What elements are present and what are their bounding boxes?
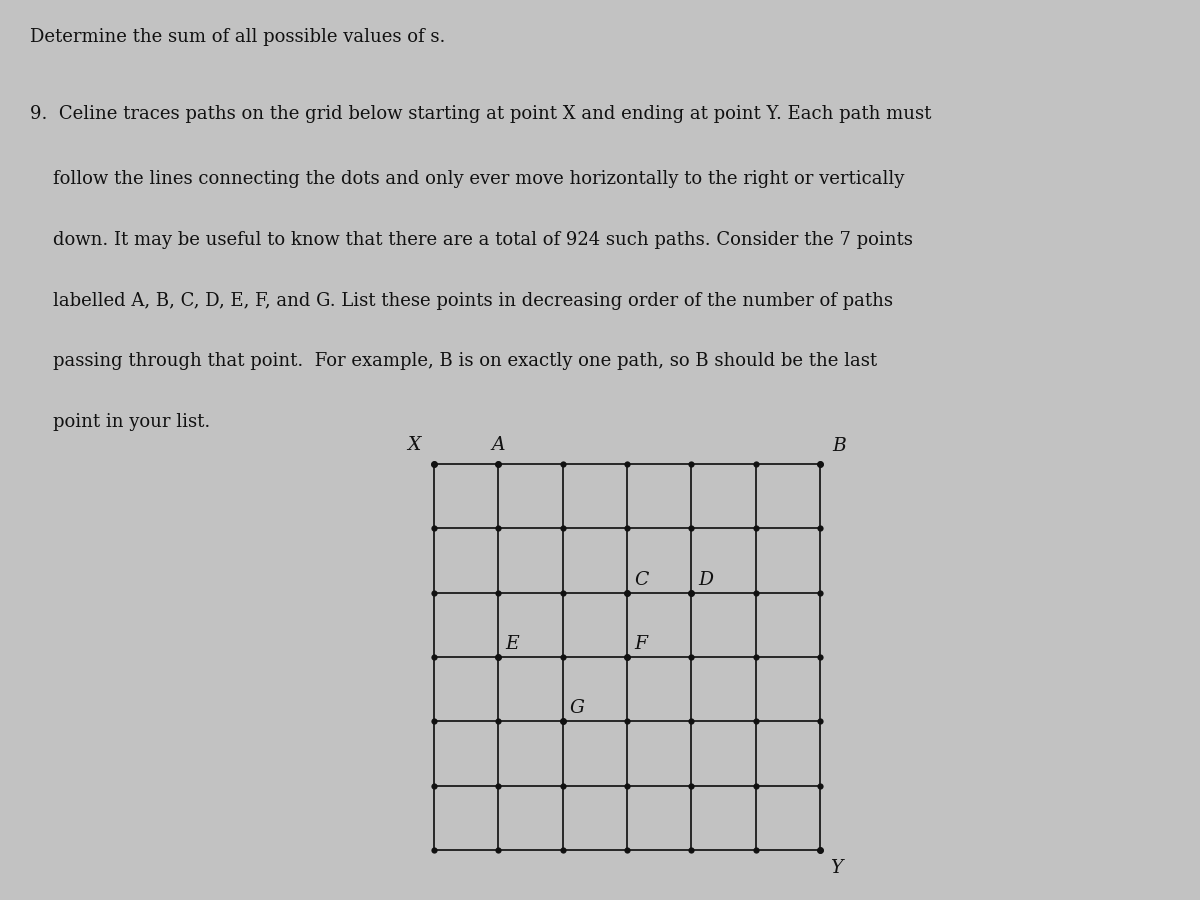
Text: 9.  Celine traces paths on the grid below starting at point X and ending at poin: 9. Celine traces paths on the grid below…	[30, 105, 931, 123]
Text: B: B	[833, 437, 846, 455]
Text: C: C	[634, 571, 648, 589]
Text: passing through that point.  For example, B is on exactly one path, so B should : passing through that point. For example,…	[30, 352, 877, 370]
Text: follow the lines connecting the dots and only ever move horizontally to the righ: follow the lines connecting the dots and…	[30, 170, 905, 188]
Text: D: D	[698, 571, 713, 589]
Text: E: E	[505, 635, 520, 653]
Text: G: G	[569, 699, 584, 717]
Text: labelled A, B, C, D, E, F, and G. List these points in decreasing order of the n: labelled A, B, C, D, E, F, and G. List t…	[30, 292, 893, 310]
Text: A: A	[492, 436, 505, 454]
Text: point in your list.: point in your list.	[30, 413, 210, 431]
Text: F: F	[635, 635, 648, 653]
Text: Determine the sum of all possible values of s.: Determine the sum of all possible values…	[30, 28, 445, 46]
Text: X: X	[407, 436, 420, 454]
Text: down. It may be useful to know that there are a total of 924 such paths. Conside: down. It may be useful to know that ther…	[30, 230, 913, 248]
Text: Y: Y	[829, 859, 842, 877]
